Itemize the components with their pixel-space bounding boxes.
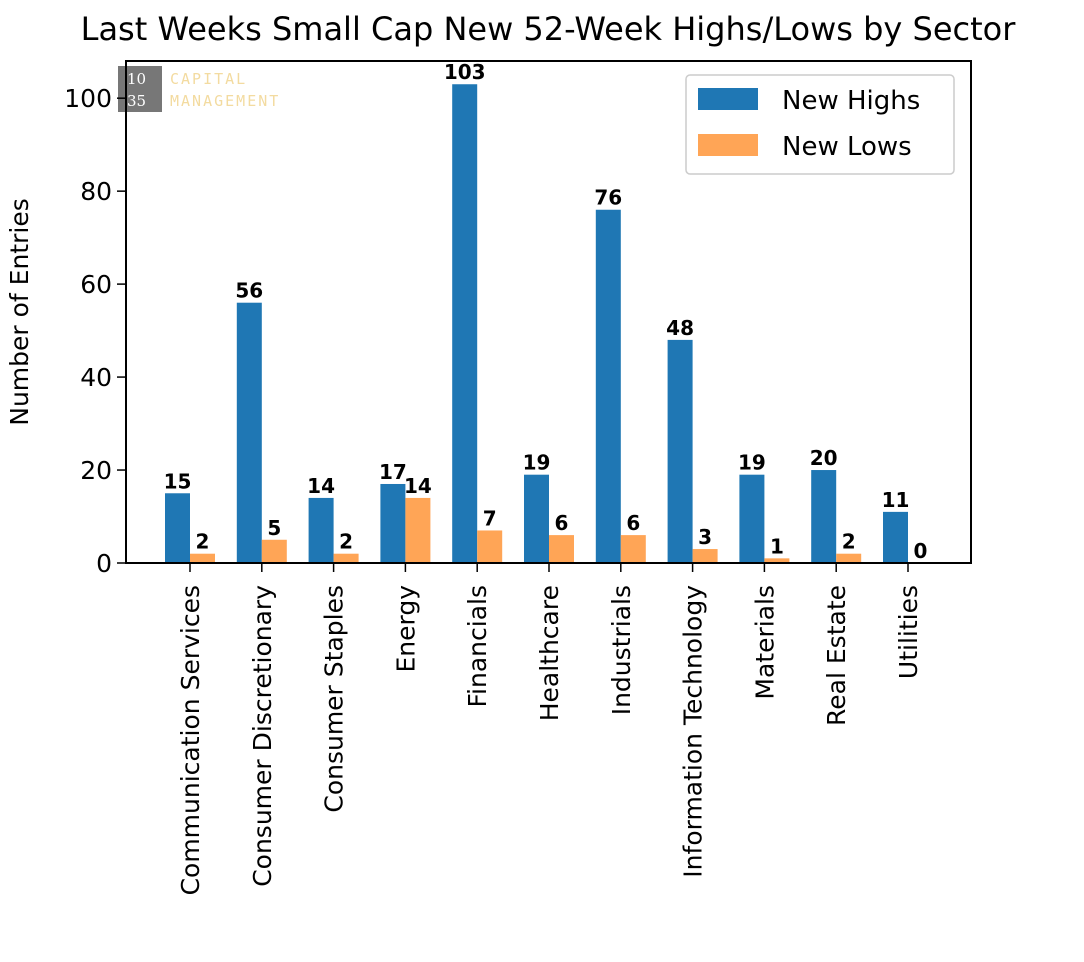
bar-new-lows-financials — [477, 530, 503, 563]
watermark-number-top: 10 — [127, 70, 146, 88]
data-label-new-lows-materials: 1 — [770, 534, 784, 558]
data-label-new-lows-utilities: 0 — [914, 539, 928, 563]
y-tick-label-100: 100 — [64, 84, 112, 113]
data-label-new-highs-communication-services: 15 — [164, 469, 192, 493]
y-tick-label-60: 60 — [80, 270, 112, 299]
bars-group — [165, 84, 908, 564]
bar-new-highs-industrials — [595, 209, 621, 564]
bar-new-lows-information-technology — [692, 549, 718, 563]
y-tick-label-20: 20 — [80, 456, 112, 485]
bar-new-highs-utilities — [883, 511, 908, 563]
bar-new-highs-consumer-staples — [308, 497, 334, 563]
x-tick-label-healthcare: Healthcare — [535, 585, 564, 721]
x-tick-label-utilities: Utilities — [894, 585, 923, 679]
legend-swatch-new-highs — [698, 88, 758, 110]
watermark-number-bottom: 35 — [127, 92, 146, 110]
watermark-line-1: CAPITAL — [170, 70, 247, 88]
data-label-new-highs-consumer-staples: 14 — [307, 474, 335, 498]
y-tick-label-0: 0 — [96, 549, 112, 578]
data-label-new-highs-information-technology: 48 — [666, 316, 694, 340]
legend-swatch-new-lows — [698, 134, 758, 156]
x-tick-label-financials: Financials — [463, 585, 492, 708]
bar-new-lows-consumer-discretionary — [261, 539, 287, 563]
bar-new-highs-communication-services — [165, 493, 190, 563]
data-label-new-lows-healthcare: 6 — [555, 511, 569, 535]
x-axis: Communication Services Consumer Discretio… — [176, 563, 923, 895]
bar-new-highs-consumer-discretionary — [236, 302, 262, 563]
watermark-line-2: MANAGEMENT — [170, 92, 280, 110]
data-label-new-highs-real-estate: 20 — [810, 446, 838, 470]
bar-new-lows-industrials — [620, 535, 646, 563]
bar-new-lows-real-estate — [836, 553, 862, 563]
chart-title: Last Weeks Small Cap New 52-Week Highs/L… — [81, 10, 1017, 48]
y-tick-label-40: 40 — [80, 363, 112, 392]
legend-label-new-highs: New Highs — [782, 86, 920, 116]
bar-new-lows-energy — [405, 497, 431, 563]
data-label-new-lows-energy: 14 — [404, 474, 432, 498]
legend-label-new-lows: New Lows — [782, 132, 912, 162]
y-axis: 0 20 40 60 80 100 — [64, 84, 126, 578]
data-label-new-highs-industrials: 76 — [594, 186, 622, 210]
x-tick-label-communication-services: Communication Services — [176, 585, 205, 895]
x-tick-label-industrials: Industrials — [607, 585, 636, 715]
data-label-new-highs-financials: 103 — [444, 60, 486, 84]
data-label-new-lows-industrials: 6 — [626, 511, 640, 535]
x-tick-label-information-technology: Information Technology — [679, 585, 708, 878]
bar-new-lows-consumer-staples — [333, 553, 359, 563]
bar-new-highs-information-technology — [667, 339, 693, 563]
bar-new-highs-materials — [739, 474, 765, 563]
x-tick-label-energy: Energy — [391, 585, 420, 673]
watermark-logo: 10 35 CAPITAL MANAGEMENT — [118, 66, 280, 112]
x-tick-label-consumer-staples: Consumer Staples — [320, 585, 349, 813]
bar-new-highs-healthcare — [524, 474, 549, 563]
data-label-new-lows-consumer-staples: 2 — [339, 530, 353, 554]
data-label-new-highs-healthcare: 19 — [523, 451, 551, 475]
bar-new-lows-healthcare — [549, 535, 574, 563]
legend: New Highs New Lows — [685, 74, 955, 175]
data-label-new-highs-materials: 19 — [738, 451, 766, 475]
data-label-new-lows-real-estate: 2 — [842, 530, 856, 554]
y-tick-label-80: 80 — [80, 177, 112, 206]
bar-new-lows-communication-services — [190, 553, 215, 563]
data-label-new-highs-consumer-discretionary: 56 — [235, 279, 263, 303]
plot-frame — [125, 60, 972, 564]
data-label-new-highs-energy: 17 — [379, 460, 407, 484]
bar-new-highs-energy — [380, 483, 406, 563]
x-tick-label-consumer-discretionary: Consumer Discretionary — [248, 585, 277, 887]
data-label-new-lows-consumer-discretionary: 5 — [267, 516, 281, 540]
data-label-new-highs-utilities: 11 — [882, 488, 910, 512]
data-label-new-lows-financials: 7 — [483, 506, 497, 530]
bar-new-highs-financials — [452, 84, 478, 564]
x-tick-label-real-estate: Real Estate — [822, 585, 851, 726]
data-label-new-lows-information-technology: 3 — [698, 525, 712, 549]
y-axis-label: Number of Entries — [5, 198, 34, 426]
bar-new-lows-materials — [764, 558, 790, 563]
bar-new-highs-real-estate — [811, 470, 837, 563]
data-label-new-lows-communication-services: 2 — [196, 530, 210, 554]
x-tick-label-materials: Materials — [750, 585, 779, 700]
